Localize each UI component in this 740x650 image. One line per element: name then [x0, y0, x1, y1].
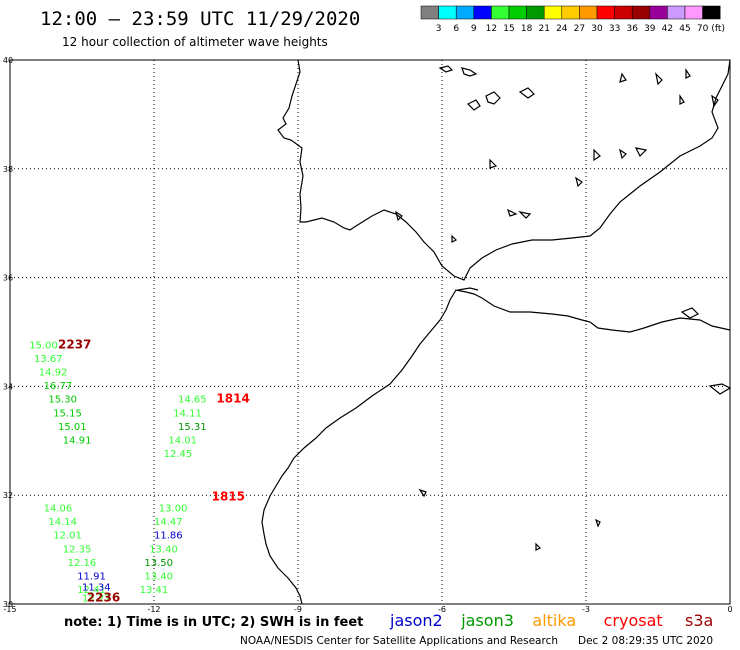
- color-scale-swatch: [596, 5, 615, 20]
- color-scale-label: 27: [574, 24, 585, 34]
- footer-credit: NOAA/NESDIS Center for Satellite Applica…: [240, 635, 558, 647]
- y-tick-label: 36: [3, 274, 13, 283]
- swh-value: 14.01: [168, 436, 197, 447]
- swh-value: 15.15: [53, 408, 82, 419]
- satellite-legend-cryosat: cryosat: [604, 611, 663, 630]
- satellite-legend-jason2: jason2: [389, 611, 443, 630]
- color-scale-label: 9: [471, 24, 477, 34]
- swh-value: 12.16: [68, 558, 97, 569]
- coastline: [261, 59, 732, 605]
- satellite-legend: jason2 jason3 altika cryosat s3a: [389, 611, 713, 630]
- color-scale-swatch: [543, 5, 563, 20]
- pass-time-label: 1814: [216, 392, 249, 406]
- swh-value: 13.41: [140, 585, 169, 596]
- swh-value: 12.01: [53, 531, 82, 542]
- color-scale-label: (ft): [711, 24, 725, 34]
- color-scale-swatch: [579, 5, 598, 20]
- color-scale-legend: 3 6 9 12 15 18 21 24 27 30 33 36 39 42 45 70 (ft): [420, 5, 725, 34]
- color-scale-swatch: [649, 5, 668, 20]
- color-scale-label: 33: [609, 24, 620, 34]
- map-subtitle: 12 hour collection of altimeter wave hei…: [62, 35, 328, 49]
- x-tick-label: -15: [3, 605, 16, 614]
- x-tick-label: -9: [294, 605, 302, 614]
- color-scale-label: 36: [626, 24, 638, 34]
- color-scale-swatch: [420, 5, 439, 20]
- color-scale-swatch: [491, 5, 510, 20]
- color-scale-swatch: [561, 5, 580, 20]
- satellite-legend-s3a: s3a: [685, 611, 713, 630]
- pass-time-label: 1815: [212, 490, 245, 504]
- satellite-legend-altika: altika: [532, 611, 576, 630]
- grid-lines: [10, 60, 730, 604]
- swh-value: 14.92: [39, 368, 68, 379]
- y-tick-label: 40: [3, 56, 13, 65]
- color-scale-label: 42: [662, 24, 673, 34]
- pass-time-label: 2237: [58, 337, 91, 351]
- swh-value: 15.31: [178, 422, 207, 433]
- color-scale-swatch: [631, 5, 651, 20]
- x-tick-label: -6: [438, 605, 446, 614]
- swh-value: 14.47: [154, 517, 183, 528]
- swh-value: 11.34: [82, 582, 111, 593]
- swh-value: 13.67: [34, 354, 63, 365]
- x-tick-label: 0: [727, 605, 732, 614]
- pass-time-label: 2236: [87, 590, 120, 604]
- swh-value: 14.11: [173, 408, 202, 419]
- map-title: 12:00 – 23:59 UTC 11/29/2020: [40, 8, 360, 30]
- color-scale-label: 12: [486, 24, 497, 34]
- swh-value: 13.00: [159, 504, 188, 515]
- swh-value: 14.06: [44, 504, 73, 515]
- swh-value: 12.27: [82, 593, 111, 604]
- swh-value: 11.86: [154, 531, 183, 542]
- color-scale-label: 24: [556, 24, 568, 34]
- swh-value: 13.40: [149, 544, 178, 555]
- plot-frame: [9, 59, 731, 605]
- x-tick-label: -12: [147, 605, 160, 614]
- swh-value: 14.65: [178, 395, 207, 406]
- swh-value: 13.50: [144, 558, 173, 569]
- color-scale-swatch: [508, 5, 527, 20]
- color-scale-swatch: [702, 5, 721, 20]
- swh-value: 12.35: [63, 544, 92, 555]
- y-tick-label: 38: [3, 165, 13, 174]
- color-scale-label: 15: [503, 24, 514, 34]
- axis-ticks: -15 -12 -9 -6 -3 0 30 32 34 36 38 40: [3, 56, 733, 614]
- color-scale-swatch: [526, 5, 545, 20]
- footer-note: note: 1) Time is in UTC; 2) SWH is in fe…: [64, 615, 363, 630]
- y-tick-label: 32: [3, 491, 13, 500]
- wave-height-labels: 15.00 13.67 14.92 14.06 14.14 12.01 12.35 12.16…: [29, 337, 250, 604]
- swh-value: 14.14: [48, 517, 77, 528]
- color-scale-label: 18: [521, 24, 533, 34]
- color-scale-label: 21: [538, 24, 549, 34]
- footer-timestamp: Dec 2 08:29:35 UTC 2020: [578, 635, 713, 647]
- swh-value: 15.30: [48, 395, 77, 406]
- color-scale-swatch: [667, 5, 686, 20]
- color-scale-label: 6: [453, 24, 459, 34]
- color-scale-label: 45: [679, 24, 690, 34]
- swh-value: 13.40: [144, 572, 173, 583]
- color-scale-swatch: [438, 5, 457, 20]
- color-scale-label: 3: [436, 24, 442, 34]
- color-scale-label: 30: [591, 24, 603, 34]
- x-tick-label: -3: [582, 605, 590, 614]
- y-tick-label: 30: [3, 600, 13, 609]
- satellite-legend-jason3: jason3: [460, 611, 514, 630]
- color-scale-swatch: [473, 5, 492, 20]
- swh-value: 16.77: [44, 381, 73, 392]
- y-tick-label: 34: [3, 382, 13, 391]
- swh-value: 14.91: [63, 436, 92, 447]
- color-scale-label: 39: [644, 24, 656, 34]
- swh-value: 15.00: [29, 340, 58, 351]
- swh-value: 11.91: [77, 572, 106, 583]
- color-scale-swatch: [684, 5, 703, 20]
- color-scale-swatch: [455, 5, 475, 20]
- swh-value: 12.41: [77, 585, 106, 596]
- color-scale-swatch: [614, 5, 633, 20]
- swh-value: 12.45: [164, 449, 193, 460]
- color-scale-label: 70: [697, 24, 709, 34]
- swh-value: 15.01: [58, 422, 87, 433]
